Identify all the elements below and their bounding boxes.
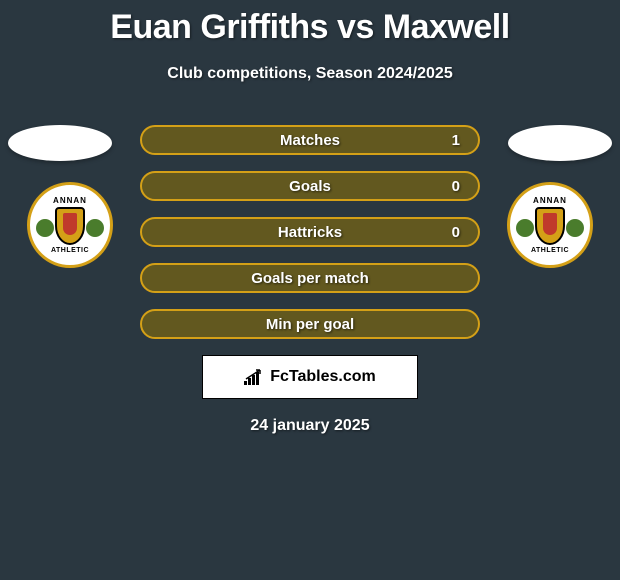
stats-area: ANNAN ATHLETIC ANNAN ATHLETIC Matches 1	[0, 125, 620, 339]
stat-row-goals-per-match: Goals per match	[140, 263, 480, 293]
badge-bottom-text: ATHLETIC	[531, 247, 569, 254]
chart-arrow-icon	[244, 369, 264, 385]
stat-label: Goals	[289, 178, 331, 195]
page-title: Euan Griffiths vs Maxwell	[0, 0, 620, 47]
avatar-oval-icon	[508, 125, 612, 161]
club-badge-icon: ANNAN ATHLETIC	[507, 182, 593, 268]
avatar-oval-icon	[8, 125, 112, 161]
player1-club-badge: ANNAN ATHLETIC	[20, 182, 120, 268]
stat-rows: Matches 1 Goals 0 Hattricks 0 Goals per …	[140, 125, 480, 339]
stat-row-matches: Matches 1	[140, 125, 480, 155]
player2-club-badge: ANNAN ATHLETIC	[500, 182, 600, 268]
stat-value: 0	[452, 178, 460, 195]
badge-top-text: ANNAN	[53, 196, 87, 205]
player1-avatar	[8, 125, 112, 161]
badge-bottom-text: ATHLETIC	[51, 247, 89, 254]
club-badge-icon: ANNAN ATHLETIC	[27, 182, 113, 268]
stat-label: Hattricks	[278, 224, 342, 241]
stat-label: Min per goal	[266, 316, 354, 333]
fctables-logo: FcTables.com	[202, 355, 418, 399]
comparison-date: 24 january 2025	[0, 417, 620, 435]
stat-row-goals: Goals 0	[140, 171, 480, 201]
stat-row-hattricks: Hattricks 0	[140, 217, 480, 247]
stat-value: 0	[452, 224, 460, 241]
stat-label: Matches	[280, 132, 340, 149]
subtitle: Club competitions, Season 2024/2025	[0, 65, 620, 83]
stat-label: Goals per match	[251, 270, 369, 287]
stat-row-min-per-goal: Min per goal	[140, 309, 480, 339]
logo-text: FcTables.com	[270, 368, 376, 386]
badge-top-text: ANNAN	[533, 196, 567, 205]
player2-avatar	[508, 125, 612, 161]
stat-value: 1	[452, 132, 460, 149]
